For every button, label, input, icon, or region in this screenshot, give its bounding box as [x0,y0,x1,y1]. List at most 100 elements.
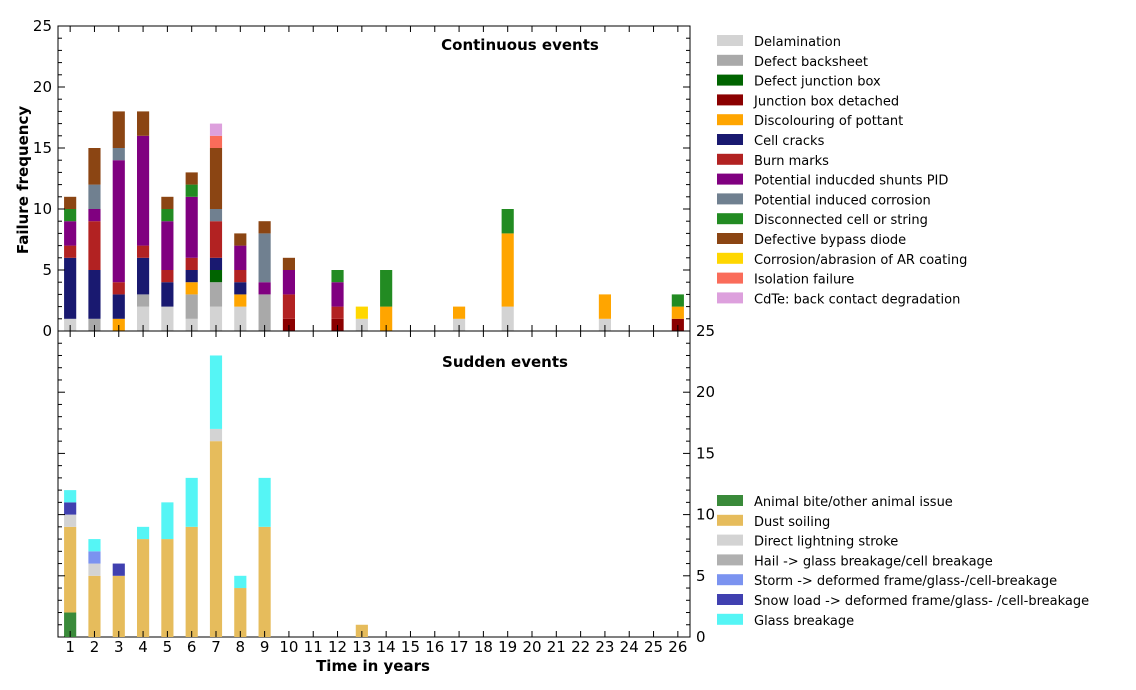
bar-p1-year-2-s5 [88,270,101,319]
x-tick-label-13: 13 [352,638,371,656]
bar-p1-year-1-s10 [64,196,77,209]
bar-p1-year-7-s10 [209,148,223,209]
bar-p1-year-2-s1 [88,318,101,331]
bar-p1-year-7-s6 [209,221,223,258]
top-panel-title: Continuous events [441,36,599,54]
bar-p1-year-4-s10 [137,111,150,136]
bar-p1-year-8-s7 [234,245,247,270]
bar-p1-year-7-s1 [209,282,223,307]
legend-swatch-p1-1 [717,54,743,66]
bar-p1-year-8-s10 [234,233,247,246]
bar-p1-year-12-s7 [331,282,344,307]
y-tick-label-p2-25: 25 [696,322,715,340]
bar-p1-year-10-s6 [282,294,295,319]
legend-swatch-p1-4 [717,114,743,126]
bar-p1-year-1-s9 [64,209,77,222]
legend-label-p1-3: Junction box detached [753,94,899,109]
bar-p2-year-8-s1 [234,588,247,637]
x-tick-label-26: 26 [668,638,687,656]
bar-p1-year-7-s5 [209,257,223,270]
y-tick-label-p1-0: 0 [42,322,52,340]
bar-p1-year-12-s9 [331,270,344,283]
bar-p1-year-6-s4 [185,282,198,295]
legend-label-p2-2: Direct lightning stroke [754,535,898,550]
y-tick-label-p2-15: 15 [696,444,715,462]
bar-p2-year-6-s6 [185,477,198,527]
bar-p1-year-7-s8 [209,209,223,222]
y-tick-label-p1-20: 20 [33,78,52,96]
x-tick-label-20: 20 [522,638,541,656]
bar-p1-year-8-s0 [234,306,247,331]
bar-p2-year-3-s1 [112,575,125,637]
bar-p1-year-12-s6 [331,306,344,319]
legend-swatch-p1-6 [717,153,743,165]
y-tick-label-p1-25: 25 [33,17,52,35]
x-tick-label-21: 21 [547,638,566,656]
bar-p2-year-2-s6 [88,539,101,552]
bar-p1-year-4-s7 [137,135,150,246]
legend-swatch-p2-1 [717,514,743,526]
x-tick-label-24: 24 [620,638,639,656]
bar-p2-year-8-s6 [234,575,247,589]
legend-swatch-p2-2 [717,534,743,546]
legend-swatch-p1-5 [717,134,743,145]
legend-label-p1-8: Potential induced corrosion [754,193,931,208]
bar-p2-year-1-s5 [64,502,77,515]
legend-swatch-p2-0 [717,495,743,506]
x-tick-label-6: 6 [187,638,197,656]
bar-p2-year-2-s4 [88,551,101,564]
legend-label-p1-0: Delamination [754,35,841,50]
bar-p1-year-7-s2 [209,270,223,283]
legend-label-p1-1: Defect backsheet [754,55,868,70]
bar-p1-year-5-s7 [161,221,174,270]
x-tick-label-23: 23 [595,638,614,656]
x-tick-label-8: 8 [236,638,246,656]
bottom-panel-title: Sudden events [442,353,568,371]
x-tick-label-19: 19 [498,638,517,656]
bar-p1-year-13-s0 [355,318,368,331]
x-tick-label-16: 16 [425,638,444,656]
legend-label-p1-7: Potential inducded shunts PID [754,174,948,189]
bar-p1-year-12-s3 [331,318,344,331]
legend-label-p2-4: Storm -> deformed frame/glass-/cell-brea… [754,574,1057,589]
bar-p1-year-4-s0 [137,306,150,331]
bar-p1-year-26-s4 [671,306,684,319]
legend-label-p2-0: Animal bite/other animal issue [754,495,953,510]
bar-p1-year-17-s4 [453,306,466,319]
bar-p2-year-2-s1 [88,575,101,637]
x-tick-label-15: 15 [401,638,420,656]
bar-p1-year-8-s6 [234,270,247,283]
x-tick-label-10: 10 [279,638,298,656]
bar-p1-year-9-s7 [258,282,271,295]
x-tick-label-9: 9 [260,638,270,656]
legend-swatch-p1-7 [717,173,743,185]
legend-swatch-p1-0 [717,35,743,46]
bar-p1-year-6-s6 [185,257,198,270]
legend-label-p1-5: Cell cracks [754,134,825,149]
panel-2-frame [57,330,691,638]
bar-p1-year-7-s0 [209,306,223,331]
panel-1-frame [57,25,691,332]
bar-p1-year-6-s10 [185,172,198,185]
bar-p1-year-4-s5 [137,257,150,295]
bar-p1-year-9-s10 [258,221,271,234]
bar-p1-year-9-s8 [258,233,271,283]
legend-label-p2-1: Dust soiling [754,515,830,530]
legend-swatch-p1-11 [717,252,743,264]
bar-p2-year-1-s0 [64,612,77,637]
bar-p1-year-2-s10 [88,148,101,185]
bar-p1-year-5-s10 [161,196,174,209]
legend-label-p1-10: Defective bypass diode [754,233,906,248]
bar-p1-year-10-s7 [282,270,295,295]
bar-p1-year-26-s3 [671,318,684,331]
bar-p1-year-3-s4 [112,318,125,331]
bar-p1-year-5-s0 [161,306,174,331]
bar-p2-year-2-s2 [88,563,101,576]
bar-p1-year-14-s9 [380,270,393,307]
bar-p1-year-3-s7 [112,160,125,283]
legend-swatch-p2-5 [717,594,743,605]
x-tick-label-11: 11 [304,638,323,656]
bar-p1-year-17-s0 [453,318,466,331]
bar-p1-year-6-s9 [185,184,198,197]
